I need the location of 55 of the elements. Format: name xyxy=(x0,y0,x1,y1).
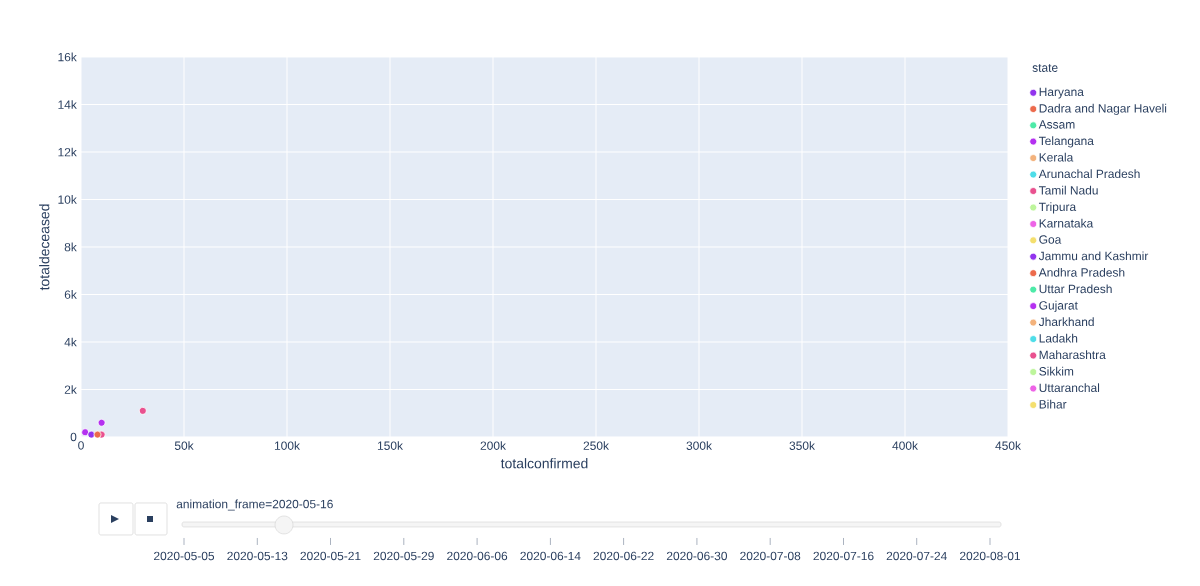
text: 2020-07-24 xyxy=(886,551,947,561)
legend-label: Jharkhand xyxy=(1038,317,1094,327)
y-tick-label: 0 xyxy=(70,432,77,442)
legend-label: Uttaranchal xyxy=(1039,383,1100,393)
legend-label: Karnataka xyxy=(1039,218,1094,228)
x-tick-label: 100k xyxy=(274,441,300,450)
y-tick-label: 4k xyxy=(64,337,77,347)
text: 2020-05-13 xyxy=(227,551,288,561)
text: 2020-07-16 xyxy=(813,551,874,561)
x-tick-label: 150k xyxy=(377,441,403,450)
legend-label: Jammu and Kashmir xyxy=(1038,251,1149,261)
legend-label: Bihar xyxy=(1039,399,1067,409)
legend-label: Kerala xyxy=(1039,152,1074,162)
x-tick-label: 300k xyxy=(686,441,712,450)
x-tick-label: 50k xyxy=(174,441,194,450)
legend-label: Goa xyxy=(1039,235,1062,244)
text: 2020-06-22 xyxy=(593,551,654,561)
text: 2020-05-05 xyxy=(154,551,215,561)
x-tick-label: 0 xyxy=(78,441,84,450)
legend-label: Ladakh xyxy=(1039,333,1078,343)
y-tick-label: 2k xyxy=(64,385,77,394)
legend-label: Arunachal Pradesh xyxy=(1038,169,1140,179)
text: 2020-07-08 xyxy=(740,551,801,561)
text: 2020-06-30 xyxy=(666,551,728,561)
text: 2020-06-14 xyxy=(520,551,581,561)
y-tick-label: 6k xyxy=(64,290,77,299)
text: animation_frame=2020-05-16 xyxy=(176,499,333,511)
legend-label: Uttar Pradesh xyxy=(1039,284,1112,294)
y-tick-label: 10k xyxy=(58,195,77,204)
legend-label: Tripura xyxy=(1038,202,1077,214)
legend-label: Tamil Nadu xyxy=(1038,185,1098,195)
x-tick-label: 350k xyxy=(789,441,815,450)
text: 2020-08-01 xyxy=(960,551,1020,561)
y-tick-label: 12k xyxy=(58,147,77,157)
y-axis-title: totaldeceased xyxy=(39,204,50,291)
y-tick-label: 16k xyxy=(58,52,77,62)
x-tick-label: 200k xyxy=(480,441,506,450)
x-tick-label: 400k xyxy=(892,441,918,450)
text: 2020-05-29 xyxy=(373,551,434,561)
x-tick-label: 450k xyxy=(995,441,1021,450)
y-tick-label: 14k xyxy=(58,100,77,109)
legend-label: Andhra Pradesh xyxy=(1038,267,1125,277)
x-axis-title: totalconfirmed xyxy=(500,458,588,469)
legend-label: Haryana xyxy=(1039,87,1084,99)
text: 2020-06-06 xyxy=(447,551,508,561)
y-tick-label: 8k xyxy=(64,242,77,252)
legend-title: state xyxy=(1032,64,1058,72)
legend-label: Gujarat xyxy=(1039,300,1078,313)
legend-label: Dadra and Nagar Haveli xyxy=(1039,103,1167,115)
legend-label: Sikkim xyxy=(1039,366,1074,376)
legend-label: Assam xyxy=(1038,120,1075,129)
legend-label: Maharashtra xyxy=(1039,350,1106,360)
text: 2020-05-21 xyxy=(300,551,361,561)
legend-label: Telangana xyxy=(1038,136,1094,148)
x-tick-label: 250k xyxy=(583,441,609,450)
